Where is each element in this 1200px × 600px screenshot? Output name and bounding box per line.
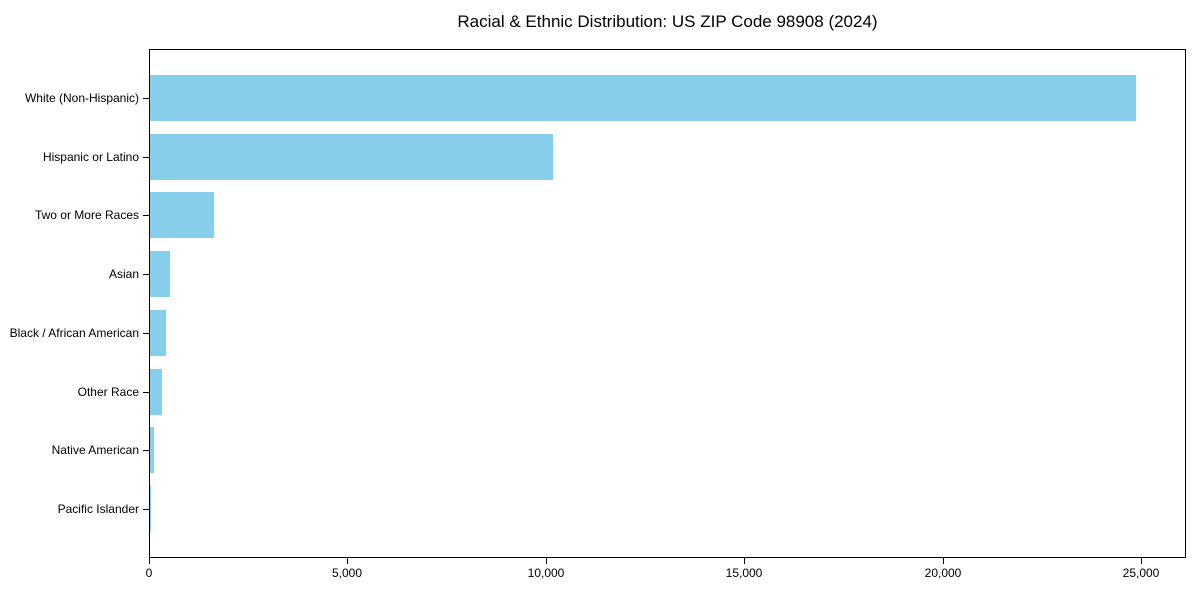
- bar: [150, 134, 553, 180]
- x-tick-mark: [1141, 558, 1142, 564]
- bar: [150, 75, 1137, 121]
- x-tick-mark: [943, 558, 944, 564]
- y-tick-label: Pacific Islander: [57, 502, 139, 516]
- bar: [150, 251, 170, 297]
- y-tick-mark: [143, 215, 149, 216]
- x-tick-label: 15,000: [725, 566, 763, 580]
- y-tick-mark: [143, 157, 149, 158]
- chart-title: Racial & Ethnic Distribution: US ZIP Cod…: [457, 12, 878, 31]
- bar: [150, 192, 214, 238]
- x-tick-mark: [347, 558, 348, 564]
- x-tick-label: 25,000: [1122, 566, 1160, 580]
- x-tick-label: 20,000: [924, 566, 962, 580]
- y-tick-label: Other Race: [77, 385, 139, 399]
- y-tick-label: Black / African American: [9, 326, 139, 340]
- bar: [150, 486, 151, 532]
- x-tick-mark: [744, 558, 745, 564]
- y-tick-mark: [143, 333, 149, 334]
- y-tick-mark: [143, 98, 149, 99]
- y-tick-mark: [143, 509, 149, 510]
- y-tick-mark: [143, 392, 149, 393]
- x-tick-label: 0: [145, 566, 153, 580]
- bar: [150, 310, 166, 356]
- y-tick-label: Asian: [108, 267, 139, 281]
- y-tick-label: Two or More Races: [34, 208, 139, 222]
- y-tick-label: Hispanic or Latino: [42, 150, 139, 164]
- y-tick-label: Native American: [51, 443, 139, 457]
- bar: [150, 369, 162, 415]
- y-tick-mark: [143, 450, 149, 451]
- bar: [150, 427, 154, 473]
- x-tick-mark: [546, 558, 547, 564]
- y-tick-label: White (Non-Hispanic): [24, 91, 139, 105]
- x-tick-mark: [149, 558, 150, 564]
- plot-area: [149, 49, 1186, 558]
- x-tick-label: 10,000: [527, 566, 565, 580]
- x-tick-label: 5,000: [331, 566, 363, 580]
- y-tick-mark: [143, 274, 149, 275]
